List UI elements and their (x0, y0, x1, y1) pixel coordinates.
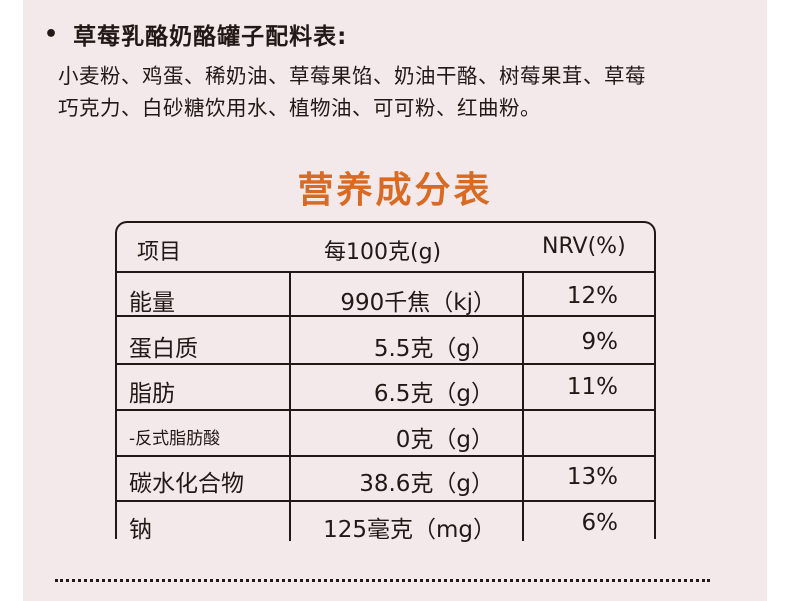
ingredients-list: 小麦粉、鸡蛋、稀奶油、草莓果馅、奶油干酪、树莓果茸、草莓 巧克力、白砂糖饮用水、… (44, 60, 764, 124)
row-nrv: 12% (566, 283, 618, 309)
row-item: 碳水化合物 (129, 471, 244, 497)
ingredients-line-1: 小麦粉、鸡蛋、稀奶油、草莓果馅、奶油干酪、树莓果茸、草莓 (58, 64, 646, 88)
row-value: 6.5克（g） (373, 381, 494, 407)
row-value: 0克（g） (395, 427, 494, 453)
row-nrv: 9% (581, 329, 619, 355)
row-value: 990千焦（kj） (340, 290, 496, 316)
nutrition-title: 营养成分表 (297, 170, 493, 211)
row-nrv: 11% (566, 374, 618, 400)
ingredients-section: • 草莓乳酪奶酪罐子配料表: 小麦粉、鸡蛋、稀奶油、草莓果馅、奶油干酪、树莓果茸… (44, 14, 764, 124)
ingredients-heading: • 草莓乳酪奶酪罐子配料表: (44, 14, 764, 54)
row-nrv: 13% (566, 464, 618, 490)
row-item: 钠 (129, 517, 152, 543)
nutrition-table: 项目 每100克(g) NRV(%) 能量 990千焦（kj） 12% 蛋白质 … (115, 221, 656, 543)
table-header: 项目 每100克(g) NRV(%) (117, 223, 654, 273)
row-value: 5.5克（g） (373, 336, 494, 362)
row-item: 能量 (129, 290, 175, 316)
dotted-divider (55, 579, 710, 582)
ingredients-line-2: 巧克力、白砂糖饮用水、植物油、可可粉、红曲粉。 (58, 96, 541, 120)
row-item: -反式脂肪酸 (129, 429, 221, 449)
column-divider (289, 271, 291, 541)
row-divider (117, 363, 654, 365)
row-item: 脂肪 (129, 381, 175, 407)
bullet-icon: • (44, 21, 60, 47)
header-nrv: NRV(%) (542, 234, 626, 259)
row-divider (117, 500, 654, 502)
row-divider (117, 315, 654, 317)
row-value: 125毫克（mg） (323, 517, 496, 543)
row-divider (117, 455, 654, 457)
column-divider (522, 271, 524, 541)
header-per100: 每100克(g) (324, 240, 442, 265)
row-item: 蛋白质 (129, 336, 198, 362)
row-nrv: 6% (581, 510, 619, 536)
ingredients-title: 草莓乳酪奶酪罐子配料表: (73, 24, 348, 50)
row-divider (117, 409, 654, 411)
row-value: 38.6克（g） (359, 471, 494, 497)
header-item: 项目 (137, 240, 182, 265)
